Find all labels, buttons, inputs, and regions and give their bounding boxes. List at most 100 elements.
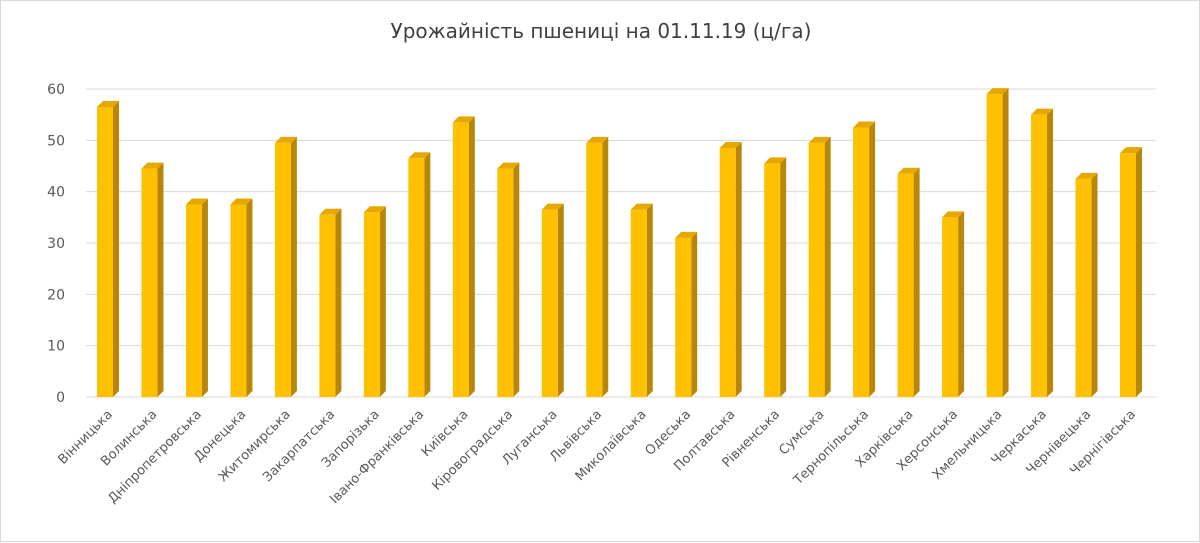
bar [853, 121, 876, 397]
bar-front [808, 142, 825, 397]
bar [541, 203, 564, 397]
bar [586, 136, 609, 397]
bar [630, 203, 653, 397]
bar [1075, 172, 1098, 397]
bar-front [97, 106, 113, 397]
bar-top [808, 136, 831, 143]
y-tick-label: 50 [47, 133, 65, 149]
bar-top [586, 136, 609, 143]
bar-front [230, 204, 247, 397]
bar-top [675, 231, 698, 238]
bar-top [541, 203, 564, 210]
bar-top [363, 206, 386, 213]
bar [675, 231, 698, 397]
bar [942, 211, 965, 397]
bar [230, 198, 253, 397]
bar [408, 152, 431, 397]
bar-front [853, 127, 870, 397]
y-tick-label: 20 [47, 287, 65, 303]
bar-top [97, 100, 119, 107]
bar [1120, 147, 1142, 397]
bar-front [942, 217, 959, 397]
bar-top [408, 152, 431, 159]
bar-front [274, 142, 291, 397]
bar-front [452, 122, 469, 397]
y-tick-label: 30 [47, 236, 65, 252]
bar-side [958, 211, 965, 397]
bar-side [113, 100, 119, 397]
bar-top [630, 203, 653, 210]
y-tick-label: 40 [47, 185, 65, 201]
bar-side [824, 136, 831, 397]
bar-front [719, 148, 736, 397]
bar-side [290, 136, 297, 397]
bar [141, 162, 164, 397]
bar [1031, 108, 1054, 398]
bar-front [541, 209, 558, 397]
bar [497, 162, 520, 397]
bar-side [557, 203, 564, 397]
bar-front [630, 209, 647, 397]
bar-top [1120, 147, 1142, 154]
bar-top [897, 167, 920, 174]
bar-side [1047, 108, 1054, 398]
bar-top [1031, 108, 1054, 115]
bar-side [780, 157, 787, 397]
bar-side [646, 203, 653, 397]
bar-front [1120, 153, 1136, 397]
bar-top [986, 88, 1009, 95]
bar-side [335, 208, 342, 397]
bar-top [185, 198, 208, 205]
bar [274, 136, 297, 397]
bar [764, 157, 787, 397]
bar-front [586, 142, 603, 397]
bar-front [141, 168, 158, 397]
bar-front [1075, 178, 1092, 397]
bar-front [363, 212, 380, 397]
bar [897, 167, 920, 397]
bar-top [452, 116, 475, 123]
bar [97, 100, 119, 397]
bar-top [942, 211, 965, 218]
bar [319, 208, 342, 397]
bar-front [764, 163, 781, 397]
chart-title: Урожайність пшениці на 01.11.19 (ц/га) [390, 19, 812, 43]
bar-top [319, 208, 342, 215]
bar-side [1136, 147, 1142, 397]
bar-top [853, 121, 876, 128]
x-tick-label: Кіровоградська [430, 407, 516, 493]
bar [452, 116, 475, 397]
bar-top [719, 142, 742, 149]
bar-front [986, 94, 1003, 397]
bar [363, 206, 386, 397]
bar-top [1075, 172, 1098, 179]
y-tick-label: 60 [47, 82, 65, 98]
bar-top [764, 157, 787, 164]
y-tick-label: 0 [56, 390, 65, 406]
bar-side [913, 167, 920, 397]
bar-side [735, 142, 742, 397]
bar-front [897, 173, 914, 397]
bar-front [408, 158, 425, 397]
bar-top [141, 162, 164, 169]
bar-side [246, 198, 253, 397]
bar [719, 142, 742, 397]
bar-front [185, 204, 202, 397]
bar-side [157, 162, 164, 397]
bar-side [1002, 88, 1009, 397]
bar-front [675, 237, 692, 397]
bar-side [1091, 172, 1098, 397]
bar-side [201, 198, 208, 397]
bar-side [602, 136, 609, 397]
bar-side [869, 121, 876, 397]
bar-top [274, 136, 297, 143]
bar-front [497, 168, 514, 397]
bar-top [497, 162, 520, 169]
bar-side [379, 206, 386, 397]
x-tick-label: Тернопільська [790, 407, 872, 489]
bar-front [1031, 114, 1048, 398]
y-tick-label: 10 [47, 339, 65, 355]
bar [185, 198, 208, 397]
bar-side [513, 162, 520, 397]
